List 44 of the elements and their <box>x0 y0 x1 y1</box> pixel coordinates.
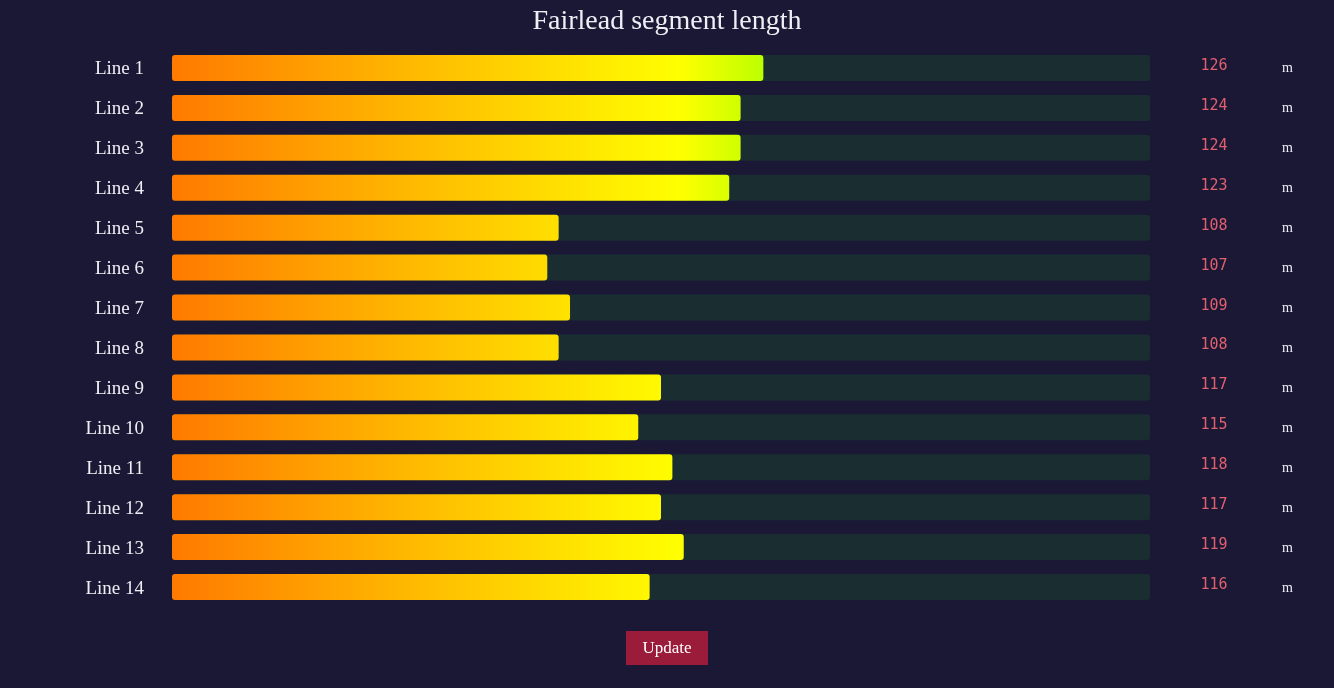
y-tick-label: Line 11 <box>86 456 144 478</box>
text: m <box>1282 499 1293 515</box>
data-label: 126 <box>1200 55 1228 74</box>
text: m <box>1282 539 1293 555</box>
data-label: 107 <box>1200 255 1228 274</box>
data-label: 108 <box>1200 215 1228 234</box>
text: m <box>1282 140 1293 156</box>
data-label: 115 <box>1200 415 1228 434</box>
text: m <box>1282 459 1293 475</box>
y-tick-label: Line 6 <box>94 257 144 279</box>
y-tick-label: Line 7 <box>94 297 144 319</box>
data-label: 118 <box>1200 455 1228 474</box>
text: m <box>1282 100 1293 116</box>
y-tick-label: Line 5 <box>94 217 144 239</box>
y-tick-label: Line 3 <box>94 137 144 159</box>
y-tick-label: Line 14 <box>85 576 145 598</box>
update-button: Update <box>626 631 708 665</box>
y-tick-label: Line 10 <box>85 416 144 438</box>
chart-title: Fairlead segment length <box>532 3 802 35</box>
data-label: 109 <box>1200 295 1228 314</box>
text: m <box>1282 379 1293 395</box>
data-label: 123 <box>1200 175 1228 194</box>
y-tick-label: Line 2 <box>94 97 144 119</box>
y-tick-label: Line 8 <box>94 336 144 358</box>
y-tick-label: Line 1 <box>94 57 144 79</box>
text: m <box>1282 260 1293 276</box>
data-label: 124 <box>1200 95 1228 114</box>
data-label: 124 <box>1200 135 1228 154</box>
data-label: 119 <box>1200 535 1228 554</box>
text: m <box>1282 300 1293 316</box>
data-label: 117 <box>1200 495 1228 514</box>
data-label: 117 <box>1200 375 1228 394</box>
data-label: 108 <box>1200 335 1228 354</box>
y-tick-label: Line 12 <box>85 496 144 518</box>
text: m <box>1282 419 1293 435</box>
y-tick-label: Line 13 <box>85 536 144 558</box>
text: m <box>1282 220 1293 236</box>
text: m <box>1282 60 1293 76</box>
data-label: 116 <box>1200 575 1228 594</box>
y-tick-label: Line 9 <box>94 376 144 398</box>
text: m <box>1282 579 1293 595</box>
text: m <box>1282 180 1293 196</box>
text: m <box>1282 339 1293 355</box>
y-tick-label: Line 4 <box>94 177 145 199</box>
